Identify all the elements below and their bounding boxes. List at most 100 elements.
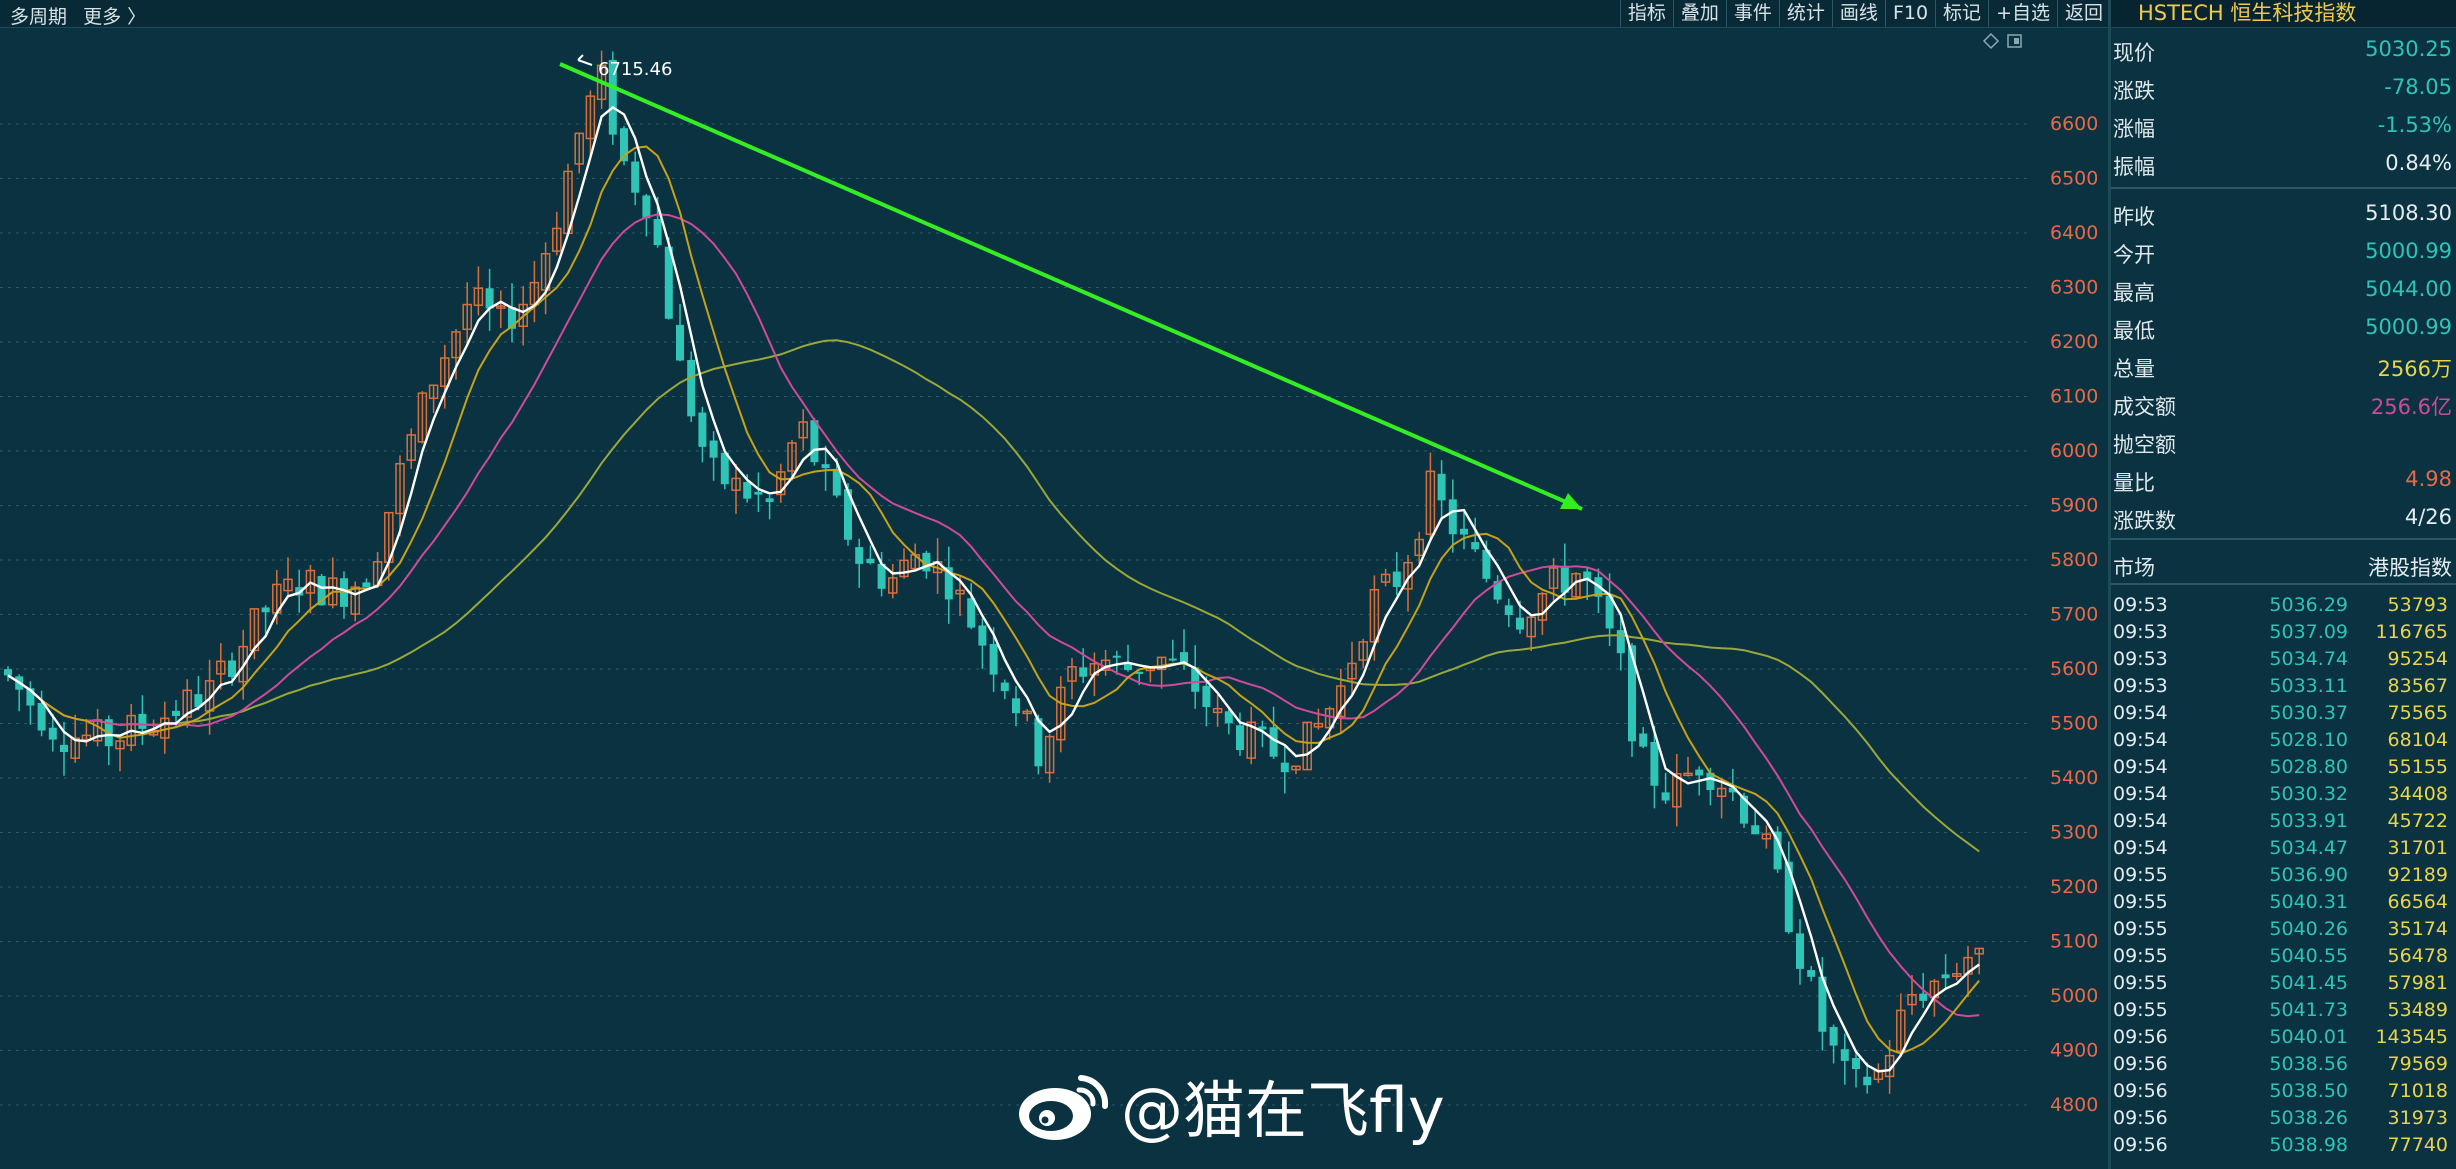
watermark-text: @猫在飞fly: [1121, 1074, 1445, 1147]
tick-row: 09:53 5033.11 83567: [2111, 672, 2456, 699]
high-row: 最高 5044.00: [2111, 271, 2456, 308]
indicator-button[interactable]: 指标: [1619, 0, 1673, 27]
tick-volume: 56478: [2387, 945, 2448, 967]
volume-ratio-label: 量比: [2113, 471, 2155, 495]
candle-body: [574, 132, 584, 165]
multi-period-button[interactable]: 多周期: [10, 6, 68, 28]
tick-volume: 77740: [2387, 1134, 2448, 1156]
volume-ratio-row: 量比 4.98: [2111, 461, 2456, 498]
candle-body: [832, 468, 841, 496]
f10-button[interactable]: F10: [1884, 0, 1935, 27]
event-button[interactable]: 事件: [1725, 0, 1779, 27]
price-tick-label: 5100: [2050, 931, 2098, 953]
candlestick-chart[interactable]: 6600 6500 6400 6300 6200 6100 6000 5900 5800 5700…: [0, 28, 2110, 1169]
statistics-button[interactable]: 统计: [1778, 0, 1832, 27]
candle-body: [1941, 974, 1950, 979]
candle-body: [417, 392, 428, 443]
tick-volume: 143545: [2375, 1026, 2448, 1048]
candle-body: [37, 702, 46, 731]
candle-body: [743, 482, 752, 499]
candle-body: [216, 660, 226, 675]
tick-price: 5038.98: [2269, 1134, 2348, 1156]
price-axis: 6600 6500 6400 6300 6200 6100 6000 5900 5800 5700…: [2050, 113, 2098, 1116]
candle-body: [26, 688, 35, 706]
price-tick-label: 6400: [2050, 222, 2098, 244]
candle-body: [1079, 667, 1088, 677]
candle-body: [1291, 765, 1301, 771]
window-icon[interactable]: [2007, 34, 2022, 48]
price-tick-label: 5400: [2050, 767, 2098, 789]
candle-body: [1840, 1049, 1849, 1061]
add-watchlist-button[interactable]: +自选: [1988, 0, 2057, 27]
tick-row: 09:54 5030.37 75565: [2111, 699, 2456, 726]
candle-body: [1583, 571, 1592, 581]
more-button[interactable]: 更多 〉: [83, 6, 147, 28]
candle-body: [1236, 725, 1244, 751]
candle-body: [1471, 542, 1480, 550]
candle-body: [1695, 769, 1704, 776]
candle-body: [731, 477, 741, 491]
overlay-button[interactable]: 叠加: [1672, 0, 1726, 27]
tick-price: 5037.09: [2269, 621, 2348, 643]
candle-body: [1907, 993, 1917, 1006]
price-tick-label: 6200: [2050, 331, 2098, 353]
candle-body: [1358, 641, 1368, 661]
candle-body: [1796, 933, 1804, 969]
top-toolbar: 多周期 更多 〉 指标 叠加 事件 统计 画线 F10 标记 +自选 返回: [0, 0, 2110, 28]
tick-price: 5038.26: [2269, 1107, 2348, 1129]
advance-decline-value: 4/26: [2404, 505, 2452, 529]
candle-body: [1482, 549, 1491, 579]
low-row: 最低 5000.99: [2111, 309, 2456, 346]
low-label: 最低: [2113, 319, 2155, 343]
candle-body: [1313, 722, 1324, 728]
mark-button[interactable]: 标记: [1935, 0, 1988, 27]
candle-body: [1537, 593, 1548, 621]
tick-row: 09:55 5041.45 57981: [2111, 969, 2456, 996]
tick-volume: 53489: [2387, 999, 2448, 1021]
panel-title: HSTECH 恒生科技指数: [2111, 0, 2456, 28]
advance-decline-row: 涨跌数 4/26: [2111, 499, 2456, 536]
candle-body: [1380, 573, 1391, 583]
tick-row: 09:56 5038.26 31973: [2111, 1104, 2456, 1131]
tick-volume: 68104: [2387, 729, 2448, 751]
weibo-logo-icon: [1019, 1075, 1109, 1140]
tick-time: 09:56: [2113, 1026, 2168, 1048]
tick-price: 5038.50: [2269, 1080, 2348, 1102]
current-price-value: 5030.25: [2365, 37, 2452, 61]
candle-body: [518, 303, 528, 328]
low-value: 5000.99: [2365, 315, 2452, 339]
candle-body: [585, 95, 596, 140]
market-value: 港股指数: [2368, 556, 2452, 580]
turnover-value: 256.6亿: [2370, 395, 2452, 419]
trend-line[interactable]: [559, 62, 1583, 511]
candle-body: [620, 128, 628, 162]
ma10-line: [7, 145, 1980, 1055]
peak-arrow-icon: [577, 54, 593, 66]
change-percent-value: -1.53%: [2377, 113, 2452, 137]
tick-price: 5036.29: [2269, 594, 2348, 616]
candle-body: [1526, 616, 1536, 638]
tick-price: 5030.32: [2269, 783, 2348, 805]
candle-body: [967, 598, 976, 628]
candle-body: [1852, 1058, 1860, 1069]
price-tick-label: 5800: [2050, 549, 2098, 571]
candle-body: [1661, 792, 1670, 801]
candle-body: [653, 218, 662, 246]
panel-divider-3: [2111, 583, 2456, 585]
back-button[interactable]: 返回: [2056, 0, 2110, 27]
tick-row: 09:55 5040.31 66564: [2111, 888, 2456, 915]
change-percent-row: 涨幅 -1.53%: [2111, 107, 2456, 144]
turnover-label: 成交额: [2113, 395, 2176, 419]
candle-body: [1180, 652, 1188, 665]
volume-ratio-value: 4.98: [2405, 467, 2452, 491]
draw-line-button[interactable]: 画线: [1831, 0, 1885, 27]
candle-body: [989, 644, 998, 675]
candle-body: [1258, 726, 1267, 730]
ma5-line: [7, 105, 1980, 1073]
candle-body: [70, 737, 80, 759]
candle-body: [1919, 993, 1928, 1001]
candle-body: [1425, 470, 1436, 535]
price-tick-label: 6300: [2050, 277, 2098, 299]
tool-buttons: 指标 叠加 事件 统计 画线 F10 标记 +自选 返回: [1619, 0, 2110, 27]
diamond-icon[interactable]: [1982, 32, 2000, 50]
